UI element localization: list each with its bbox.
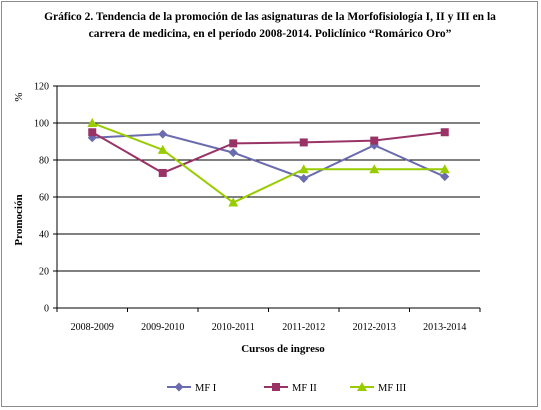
legend-marker-1 bbox=[272, 383, 280, 391]
x-tick-label-4: 2012-2013 bbox=[353, 322, 396, 333]
legend-item-2: MF III bbox=[350, 382, 407, 394]
legend-marker-0 bbox=[174, 382, 184, 392]
series-1 bbox=[88, 128, 449, 177]
series-1-point-5 bbox=[440, 128, 449, 137]
chart-title-line-2: carrera de medicina, en el período 2008-… bbox=[89, 28, 452, 40]
series-0-point-5 bbox=[440, 172, 450, 182]
y-tick-label-0: 0 bbox=[44, 304, 49, 315]
y-axis-label: Promoción bbox=[13, 194, 25, 245]
series-2 bbox=[87, 118, 450, 207]
series-1-point-2 bbox=[229, 139, 238, 148]
series-group bbox=[87, 118, 450, 207]
x-tick-label-0: 2008-2009 bbox=[71, 322, 114, 333]
legend-label-1: MF II bbox=[292, 383, 317, 394]
series-2-point-1 bbox=[157, 144, 168, 154]
series-2-point-5 bbox=[439, 164, 450, 174]
series-1-point-4 bbox=[370, 136, 379, 145]
series-2-point-2 bbox=[228, 197, 239, 207]
x-tick-label-5: 2013-2014 bbox=[423, 322, 466, 333]
series-1-point-0 bbox=[88, 128, 97, 137]
series-0-point-1 bbox=[158, 129, 168, 139]
y-tick-label-6: 120 bbox=[34, 82, 49, 93]
legend-marker-2 bbox=[357, 382, 367, 391]
chart-title-line-1: Gráfico 2. Tendencia de la promoción de … bbox=[44, 11, 496, 23]
series-2-point-0 bbox=[87, 118, 98, 127]
x-tick-label-3: 2011-2012 bbox=[282, 322, 325, 333]
grid-lines bbox=[57, 85, 480, 272]
series-line-2 bbox=[91, 122, 445, 204]
y-tick-labels: 0 20 40 60 80 100 120 bbox=[34, 82, 49, 315]
legend-label-2: MF III bbox=[378, 383, 407, 394]
x-tick-label-2: 2010-2011 bbox=[212, 322, 255, 333]
x-tick-label-1: 2009-2010 bbox=[141, 322, 184, 333]
series-2-point-4 bbox=[369, 164, 380, 174]
legend-label-0: MF I bbox=[195, 383, 217, 394]
legend-item-1: MF II bbox=[264, 383, 317, 394]
series-2-point-3 bbox=[298, 164, 309, 174]
legend-item-0: MF I bbox=[167, 382, 217, 394]
legend: MF I MF II MF III bbox=[167, 382, 407, 394]
series-line-1 bbox=[91, 131, 445, 175]
series-line-0 bbox=[92, 133, 446, 180]
y-tick-label-5: 100 bbox=[34, 119, 49, 130]
chart-title: Gráfico 2. Tendencia de la promoción de … bbox=[44, 11, 496, 40]
y-tick-label-3: 60 bbox=[39, 193, 49, 204]
series-0-point-3 bbox=[299, 174, 309, 183]
y-tick-label-4: 80 bbox=[39, 156, 49, 167]
series-1-point-3 bbox=[299, 138, 308, 147]
axes bbox=[53, 85, 481, 312]
y-tick-label-1: 20 bbox=[39, 267, 49, 278]
x-axis-label: Cursos de ingreso bbox=[241, 343, 325, 355]
series-0-point-2 bbox=[228, 148, 238, 158]
x-tick-labels: 2008-2009 2009-2010 2010-2011 2011-2012 2012… bbox=[71, 322, 467, 333]
series-1-point-1 bbox=[158, 168, 167, 177]
y-axis-unit: % bbox=[13, 92, 25, 101]
y-tick-label-2: 40 bbox=[39, 230, 49, 241]
